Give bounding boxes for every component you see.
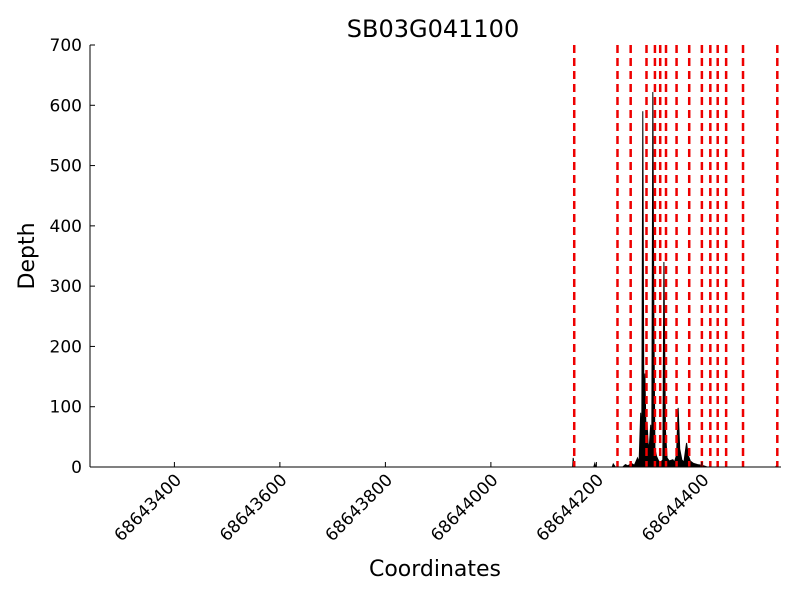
- y-tick-label: 700: [50, 36, 82, 56]
- y-tick-label: 600: [50, 96, 82, 116]
- y-tick-label: 100: [50, 398, 82, 418]
- y-axis-ticks: 0 100 200 300 400 500 600 700: [50, 36, 95, 478]
- y-tick-label: 200: [50, 337, 82, 357]
- x-axis-ticks: 68643400 68643600 68643800 68644000 68644200…: [111, 462, 713, 546]
- x-tick-label: 68643600: [216, 470, 291, 545]
- x-tick-label: 68644000: [427, 470, 502, 545]
- x-tick-label: 68643400: [111, 470, 186, 545]
- y-axis-title: Depth: [15, 222, 40, 289]
- x-tick-label: 68644200: [533, 470, 608, 545]
- y-tick-label: 400: [50, 217, 82, 237]
- y-tick-label: 300: [50, 277, 82, 297]
- chart-title: SB03G041100: [347, 15, 519, 43]
- x-tick-label: 68643800: [322, 470, 397, 545]
- x-tick-label: 68644400: [638, 470, 713, 545]
- plot-area: [90, 45, 781, 468]
- x-axis-title: Coordinates: [369, 557, 501, 582]
- y-tick-label: 0: [71, 458, 82, 478]
- y-tick-label: 500: [50, 157, 82, 177]
